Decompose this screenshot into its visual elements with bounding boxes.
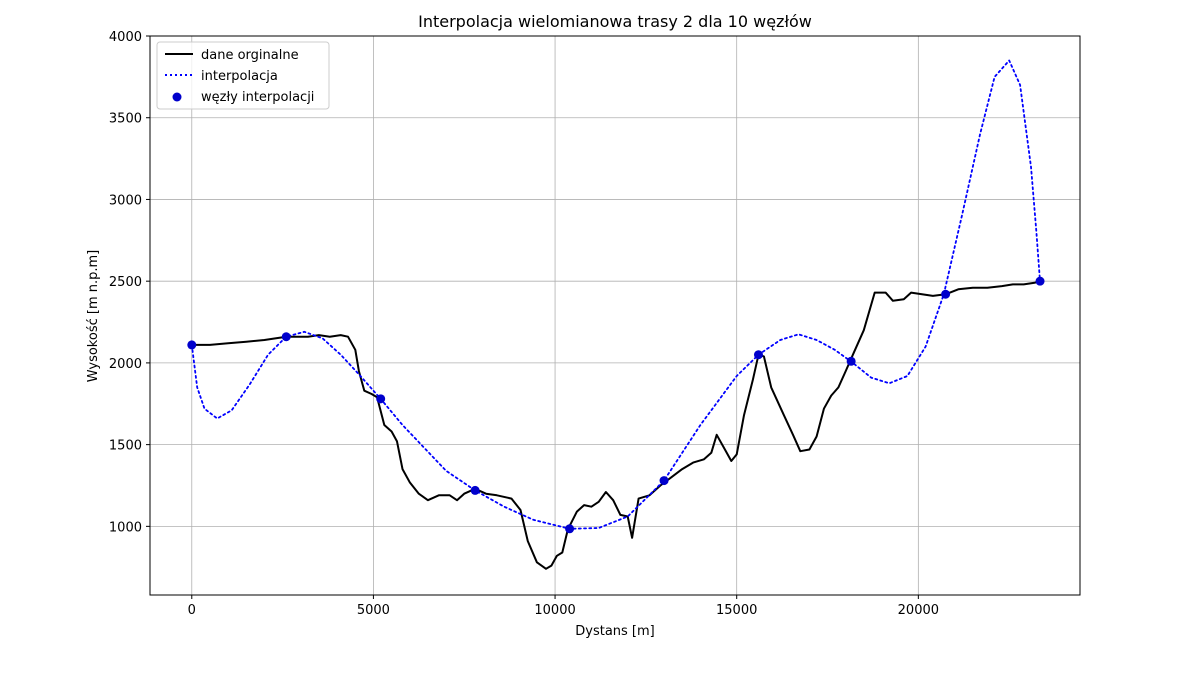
legend: dane orginalne interpolacja węzły interp… — [156, 41, 330, 110]
interpolation-node-point — [281, 332, 291, 342]
y-tick-label: 1500 — [109, 439, 142, 454]
interpolation-node-point — [941, 289, 951, 299]
interpolation-node-point — [187, 340, 197, 350]
chart-title: Interpolacja wielomianowa trasy 2 dla 10… — [418, 12, 812, 31]
legend-box — [156, 41, 330, 110]
x-axis-label: Dystans [m] — [575, 624, 655, 639]
y-tick-label: 3500 — [109, 112, 142, 127]
y-tick-label: 3000 — [109, 193, 142, 208]
y-tick-label: 2000 — [109, 357, 142, 372]
grid-lines — [150, 35, 1080, 595]
legend-label-original: dane orginalne — [201, 48, 299, 63]
series-layer — [187, 59, 1045, 570]
plot-area — [150, 36, 1080, 595]
interpolation-node-point — [470, 485, 480, 495]
interpolation-node-point — [565, 524, 575, 534]
legend-label-interpolation: interpolacja — [201, 69, 278, 84]
plot-frame — [149, 35, 1081, 596]
x-tick-label: 0 — [188, 603, 196, 618]
axis-ticks: 0 5000 10000 15000 20000 1000 1500 2000 2500 3000… — [109, 30, 939, 618]
x-tick-label: 20000 — [898, 603, 939, 618]
y-tick-label: 4000 — [109, 30, 142, 45]
interpolation-node-point — [1035, 276, 1045, 286]
x-tick-label: 15000 — [716, 603, 757, 618]
y-tick-label: 2500 — [109, 275, 142, 290]
legend-label-nodes: węzły interpolacji — [201, 90, 314, 105]
y-tick-label: 1000 — [109, 520, 142, 535]
interpolation-node-point — [659, 476, 669, 486]
y-axis-label: Wysokość [m n.p.m] — [86, 250, 101, 382]
x-tick-label: 10000 — [534, 603, 575, 618]
interpolation-node-point — [753, 350, 763, 360]
legend-swatch-nodes — [172, 92, 182, 102]
interpolation-node-point — [846, 356, 856, 366]
interpolation-node-point — [376, 394, 386, 404]
x-tick-label: 5000 — [357, 603, 390, 618]
